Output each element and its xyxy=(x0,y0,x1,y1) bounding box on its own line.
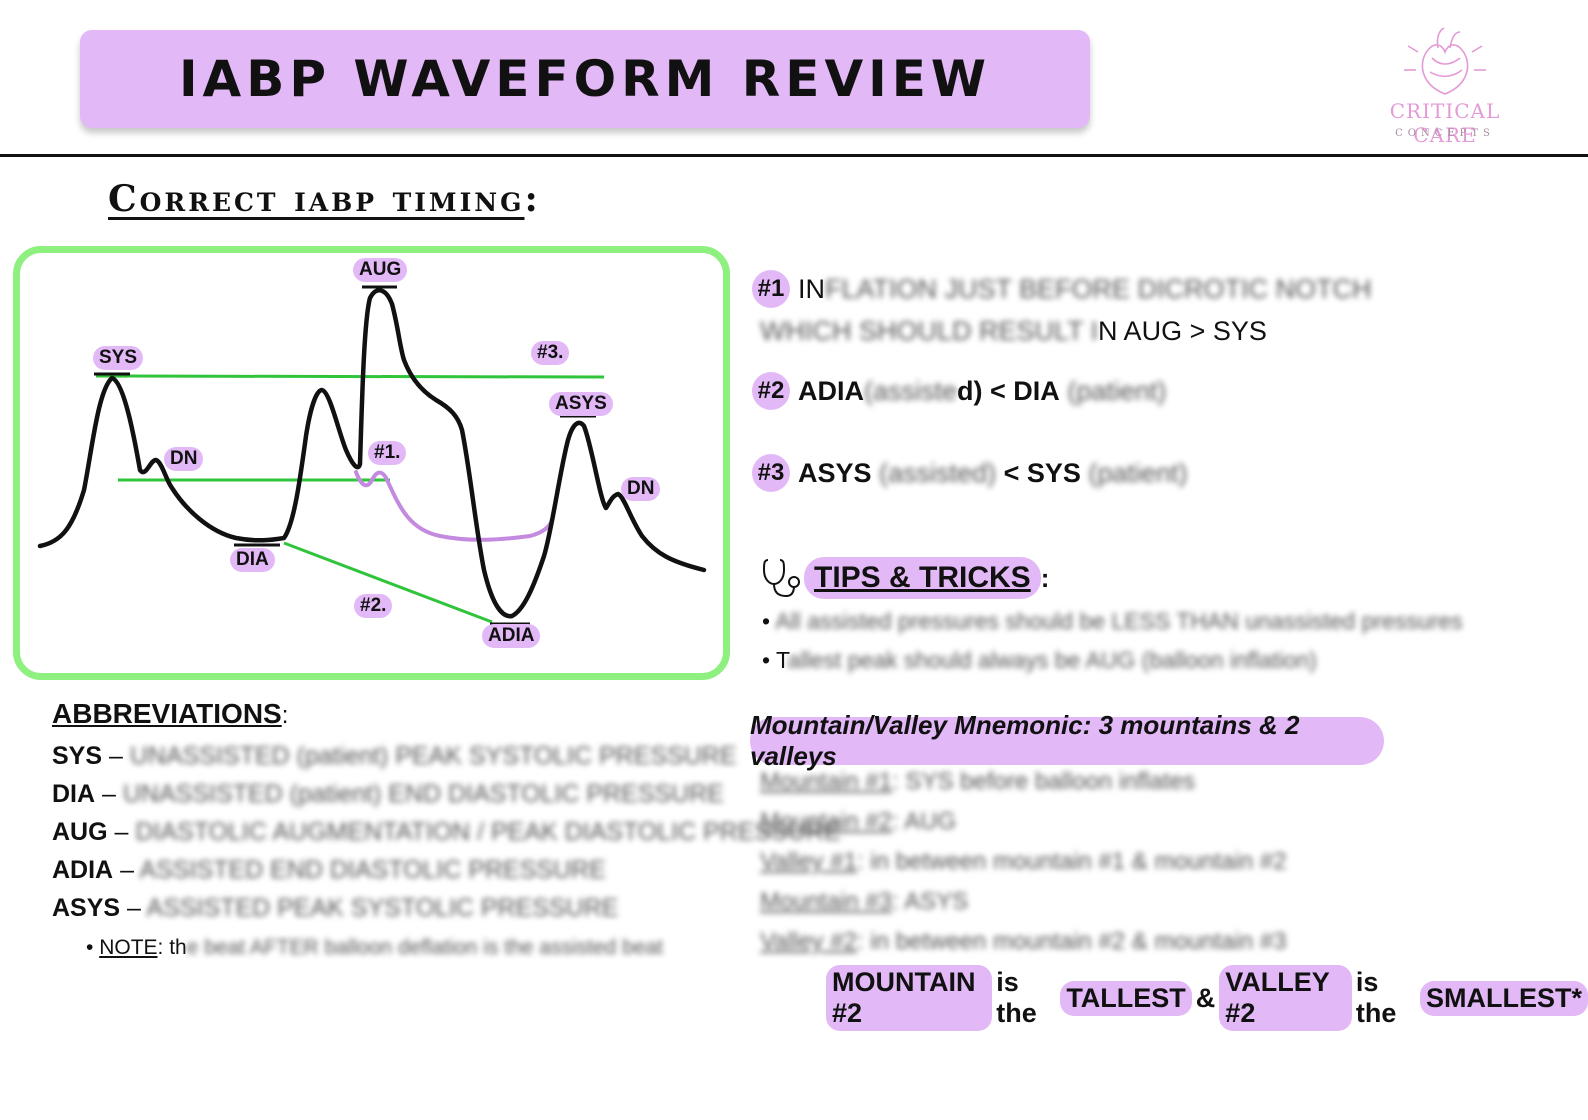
waveform-panel xyxy=(13,246,730,680)
timing-term: ASYS xyxy=(798,457,872,488)
abbreviation-row: AUG – DIASTOLIC AUGMENTATION / PEAK DIAS… xyxy=(52,818,841,846)
mnemonic-line-3: Valley #1: in between mountain #1 & moun… xyxy=(760,848,1287,875)
timing-item-1: #1 IN FLATION JUST BEFORE DICROTIC NOTCH xyxy=(752,270,1372,308)
abbreviations-heading: ABBREVIATIONS: xyxy=(52,698,289,729)
timing-redacted-text: (patient) xyxy=(1088,457,1188,488)
tips-heading-label: TIPS & TRICKS xyxy=(804,557,1041,599)
tip-lead: T xyxy=(776,647,788,673)
label-num3: #3. xyxy=(531,341,570,365)
timing-number: #3 xyxy=(752,454,790,492)
mnemonic-heading: Mountain/Valley Mnemonic: 3 mountains & … xyxy=(750,710,1384,771)
abbreviation-row: ASYS – ASSISTED PEAK SYSTOLIC PRESSURE xyxy=(52,894,619,922)
page-title: IABP WAVEFORM REVIEW xyxy=(178,50,992,108)
timing-lead: IN xyxy=(798,273,825,304)
heart-icon xyxy=(1404,27,1486,95)
abbreviation-row: ADIA – ASSISTED END DIASTOLIC PRESSURE xyxy=(52,856,606,884)
label-num1: #1. xyxy=(368,441,407,465)
abbreviation-note: • NOTE: the beat AFTER balloon deflation… xyxy=(86,936,664,959)
summary-text: is the xyxy=(996,967,1037,1028)
summary-text: is the xyxy=(1355,967,1397,1028)
timing-redacted-text: WHICH SHOULD RESULT I xyxy=(760,316,1099,346)
logo-tagline: CONCEPTS xyxy=(1395,128,1495,139)
sys-reference-line xyxy=(95,374,605,379)
timing-item-2: #2 ADIA (assiste d) < DIA (patient) xyxy=(752,372,1166,410)
arterial-pressure-trace xyxy=(37,288,707,619)
adia-slope-line xyxy=(283,541,493,624)
assisted-diastole-trace xyxy=(354,470,554,542)
header-divider xyxy=(0,154,1588,157)
timing-term: ADIA xyxy=(798,375,864,406)
section-heading: Correct iabp timing: xyxy=(108,178,541,220)
timing-number: #1 xyxy=(752,270,790,308)
timing-mid: d) < DIA xyxy=(957,375,1060,406)
timing-number: #2 xyxy=(752,372,790,410)
mnemonic-line-5: Valley #2: in between mountain #2 & moun… xyxy=(760,928,1287,955)
tip-item-1: • All assisted pressures should be LESS … xyxy=(762,608,1463,634)
timing-redacted-text: (assisted) xyxy=(879,457,997,488)
logo: CRITICAL CARE CONCEPTS xyxy=(1360,22,1560,147)
label-dn-left: DN xyxy=(164,447,204,471)
label-adia: ADIA xyxy=(482,624,541,648)
label-dia: DIA xyxy=(230,548,275,572)
timing-tail: N AUG > SYS xyxy=(1098,316,1267,346)
mnemonic-line-4: Mountain #3: ASYS xyxy=(760,888,969,915)
abbreviation-row: SYS – UNASSISTED (patient) PEAK SYSTOLIC… xyxy=(52,742,737,770)
timing-mid: < SYS xyxy=(1003,457,1081,488)
tip-redacted-text: allest peak should always be AUG (balloo… xyxy=(787,647,1317,673)
label-aug: AUG xyxy=(353,258,408,282)
section-heading-text: Correct iabp timing xyxy=(108,178,525,220)
title-banner: IABP WAVEFORM REVIEW xyxy=(80,30,1090,128)
summary-amp: & xyxy=(1195,982,1216,1013)
mnemonic-line-1: Mountain #1: SYS before balloon inflates xyxy=(760,768,1195,795)
label-asys: ASYS xyxy=(549,392,613,416)
abbreviation-row: DIA – UNASSISTED (patient) END DIASTOLIC… xyxy=(52,780,724,808)
summary-mountain: MOUNTAIN #2 xyxy=(826,965,993,1031)
logo-name: CRITICAL CARE xyxy=(1389,99,1501,147)
timing-redacted-text: FLATION JUST BEFORE DICROTIC NOTCH xyxy=(825,273,1372,304)
section-heading-colon: : xyxy=(524,178,541,220)
tip-item-2: • Tallest peak should always be AUG (bal… xyxy=(762,647,1317,673)
summary-valley: VALLEY #2 xyxy=(1219,965,1352,1031)
timing-item-3: #3 ASYS (assisted) < SYS (patient) xyxy=(752,454,1187,492)
tip-redacted-text: All assisted pressures should be LESS TH… xyxy=(775,608,1463,634)
label-dn-right: DN xyxy=(621,477,661,501)
label-num2: #2. xyxy=(354,594,393,618)
summary-smallest: SMALLEST* xyxy=(1420,980,1588,1016)
summary-tallest: TALLEST xyxy=(1060,980,1192,1016)
mnemonic-summary: MOUNTAIN #2 is the TALLEST & VALLEY #2 i… xyxy=(826,965,1588,1031)
timing-redacted-text: (patient) xyxy=(1067,375,1167,406)
label-sys: SYS xyxy=(93,346,144,370)
tips-heading-colon: : xyxy=(1040,562,1050,593)
timing-redacted-text: (assiste xyxy=(864,375,958,406)
tips-heading: TIPS & TRICKS: xyxy=(760,556,1049,600)
mnemonic-line-2: Mountain #2: AUG xyxy=(760,808,957,835)
stethoscope-icon xyxy=(762,559,800,598)
